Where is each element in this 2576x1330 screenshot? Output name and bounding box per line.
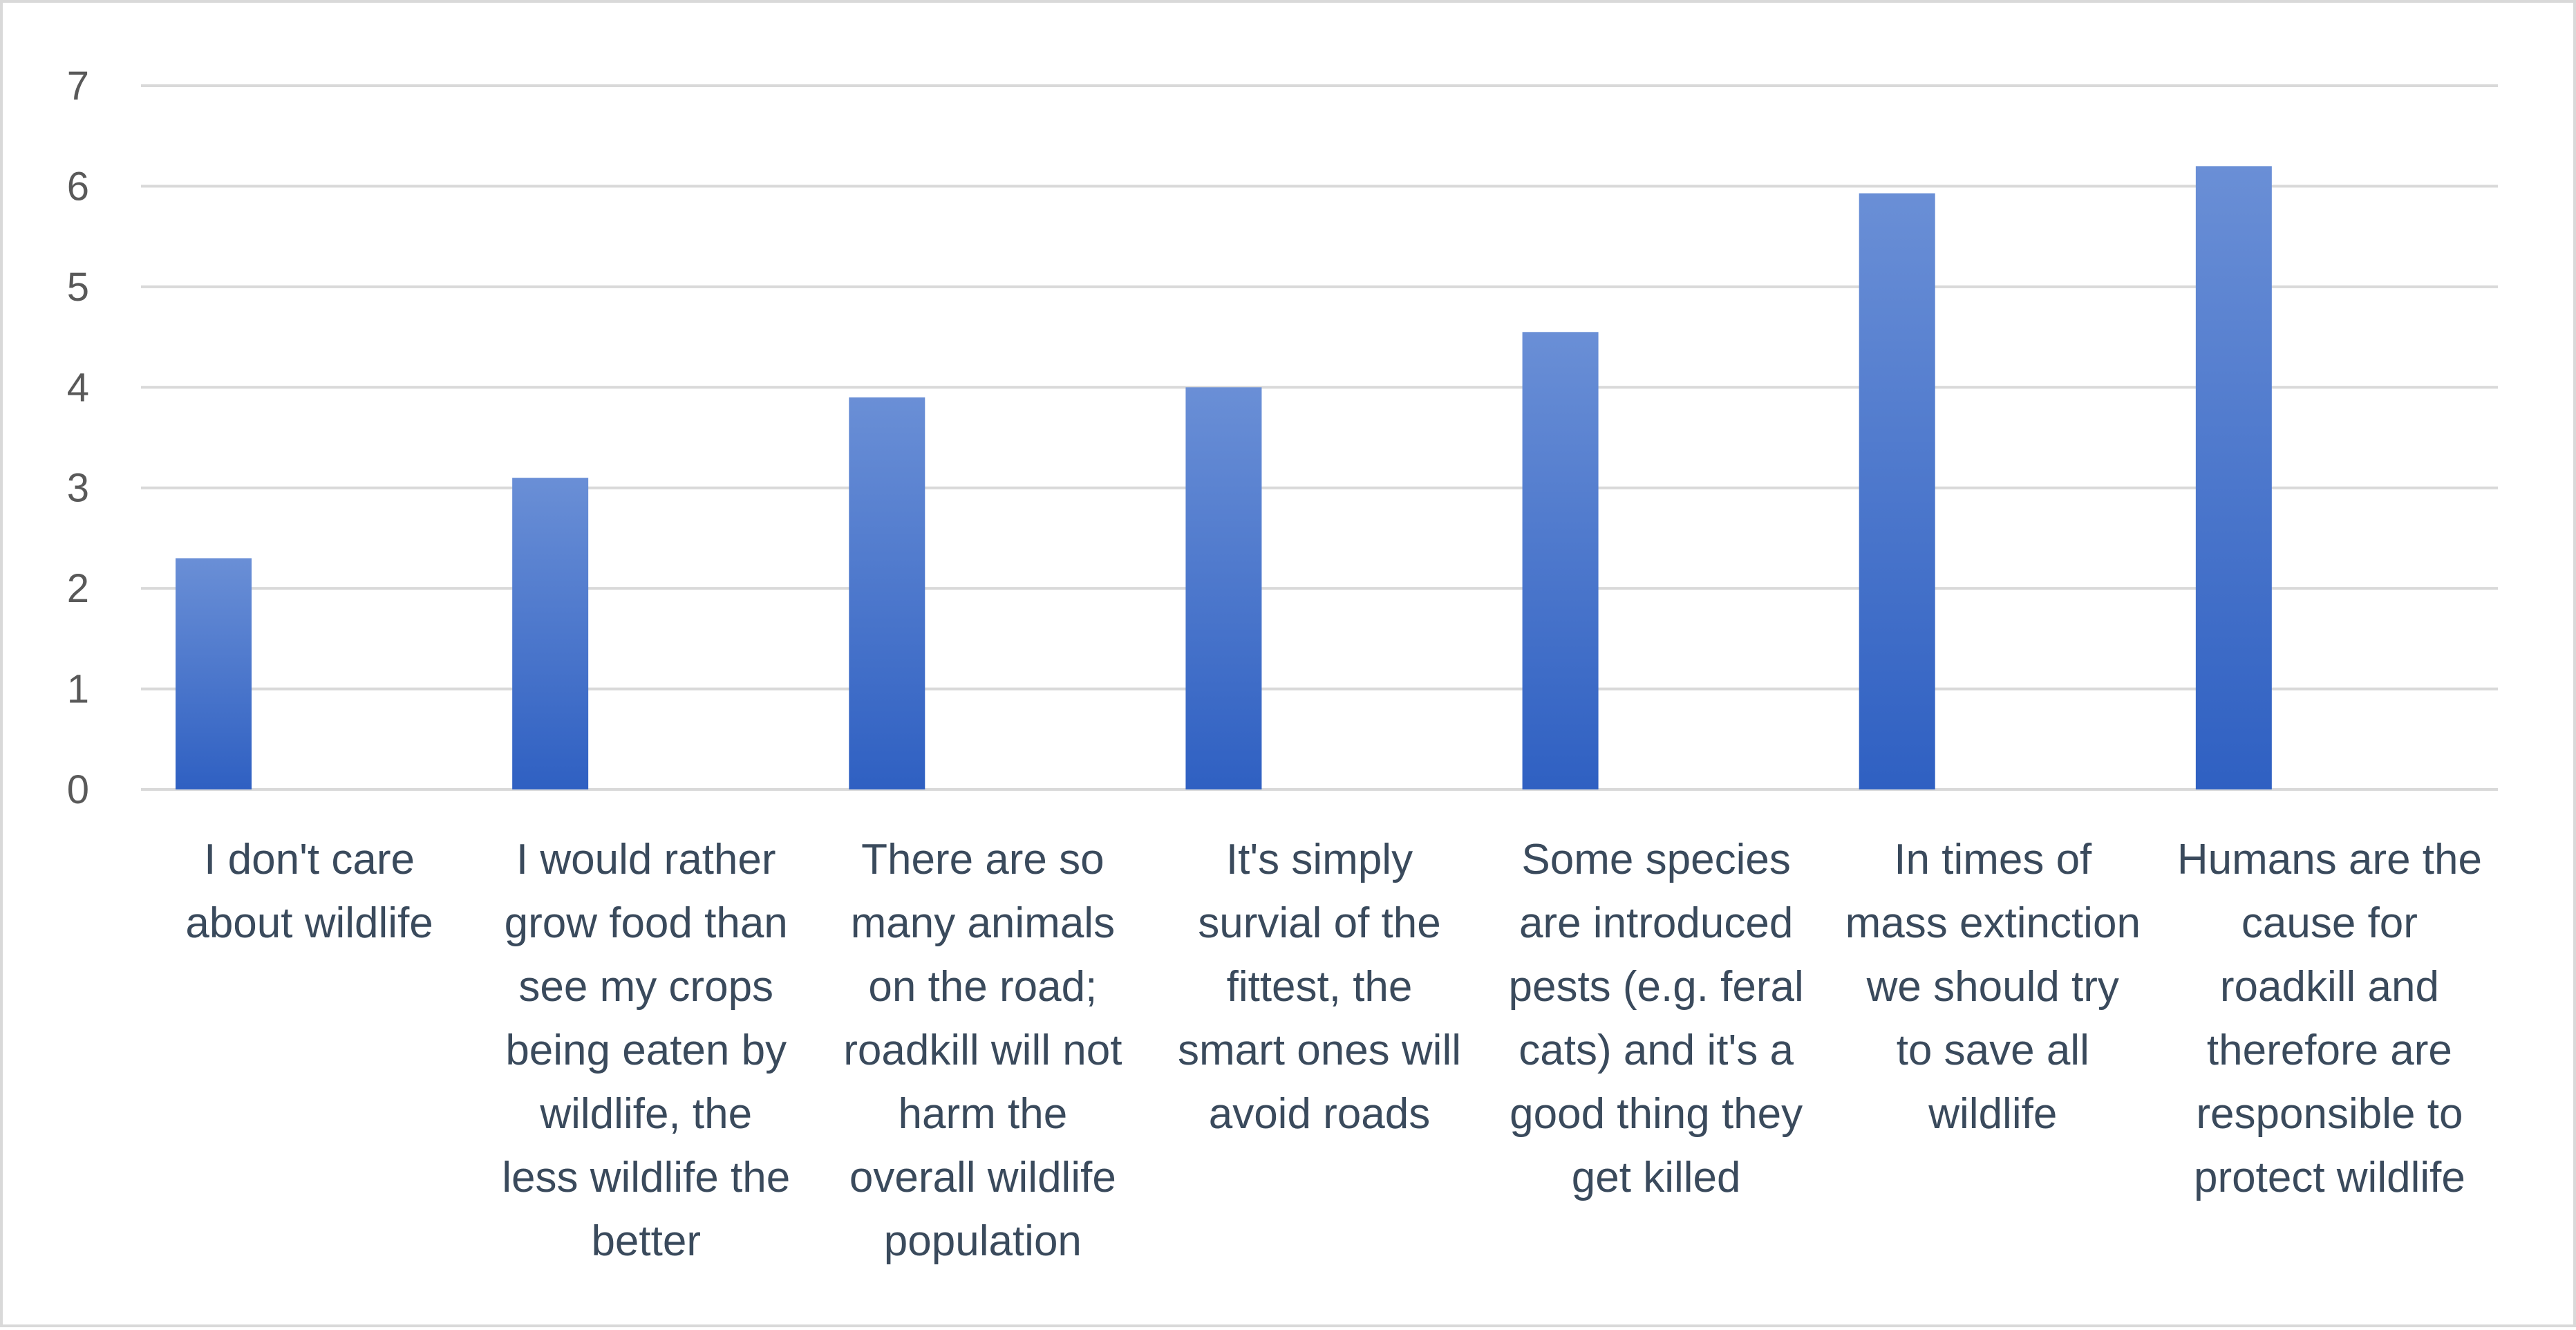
bar-6 [1859, 193, 1935, 789]
y-tick-label: 5 [67, 265, 89, 310]
category-label-line: responsible to [2196, 1090, 2463, 1138]
category-label-line: wildlife [1928, 1090, 2057, 1138]
category-label-line: roadkill and [2220, 963, 2439, 1011]
category-label-line: There are so [861, 836, 1104, 883]
category-label-line: smart ones will [1178, 1027, 1461, 1074]
category-label-line: I don't care [204, 836, 415, 883]
category-label-line: many animals [851, 899, 1115, 947]
category-label-line: population [884, 1217, 1082, 1265]
category-label-line: pests (e.g. feral [1508, 963, 1803, 1011]
category-label-6: In times of mass extinction we should try t… [1845, 836, 2141, 1138]
y-tick-label: 7 [67, 64, 89, 109]
category-label-line: being eaten by [505, 1027, 787, 1074]
category-label-line: see my crops [518, 963, 773, 1011]
bar-3 [849, 397, 925, 789]
bar-1 [176, 558, 252, 789]
bar-7 [2195, 166, 2272, 790]
category-label-line: therefore are [2207, 1027, 2452, 1074]
category-label-5: Some species are introduced pests (e.g. fe… [1508, 836, 1803, 1201]
category-label-line: cause for [2241, 899, 2418, 947]
bar-5 [1522, 332, 1599, 789]
category-label-line: wildlife, the [539, 1090, 752, 1138]
category-label-1: I don't care about wildlife [185, 836, 433, 947]
category-label-line: less wildlife the [502, 1154, 790, 1201]
y-tick-label: 2 [67, 566, 89, 611]
bar-4 [1185, 387, 1262, 789]
category-label-line: we should try [1866, 963, 2119, 1011]
category-label-2: I would rather grow food than see my crops… [502, 836, 790, 1265]
category-label-line: survial of the [1198, 899, 1441, 947]
category-label-line: get killed [1572, 1154, 1741, 1201]
category-label-line: It's simply [1226, 836, 1413, 883]
y-tick-label: 6 [67, 164, 89, 209]
category-label-line: mass extinction [1845, 899, 2141, 947]
category-label-7: Humans are the cause for roadkill and there… [2177, 836, 2482, 1201]
bar-chart: 0 1 2 3 4 5 6 7 I don't care about wildlife I wou… [67, 64, 2498, 1265]
category-label-line: Humans are the [2177, 836, 2482, 883]
category-label-line: fittest, the [1227, 963, 1413, 1011]
gridlines [141, 84, 2498, 791]
y-tick-label: 1 [67, 667, 89, 712]
category-label-line: on the road; [868, 963, 1097, 1011]
category-labels: I don't care about wildlife I would rather… [185, 836, 2482, 1265]
category-label-line: avoid roads [1209, 1090, 1431, 1138]
category-label-line: protect wildlife [2194, 1154, 2465, 1201]
y-axis-ticks: 0 1 2 3 4 5 6 7 [67, 64, 89, 812]
bars [176, 166, 2272, 790]
category-label-line: In times of [1894, 836, 2092, 883]
category-label-line: overall wildlife [849, 1154, 1116, 1201]
y-tick-label: 3 [67, 466, 89, 511]
category-label-line: about wildlife [185, 899, 433, 947]
category-label-line: roadkill will not [843, 1027, 1122, 1074]
category-label-line: better [591, 1217, 701, 1265]
category-label-line: grow food than [505, 899, 788, 947]
bar-2 [512, 478, 589, 789]
y-tick-label: 0 [67, 767, 89, 812]
category-label-line: I would rather [516, 836, 776, 883]
category-label-line: good thing they [1510, 1090, 1803, 1138]
category-label-line: to save all [1897, 1027, 2089, 1074]
category-label-line: are introduced [1519, 899, 1793, 947]
category-label-line: cats) and it's a [1519, 1027, 1794, 1074]
category-label-3: There are so many animals on the road; road… [843, 836, 1122, 1265]
category-label-line: Some species [1521, 836, 1790, 883]
category-label-4: It's simply survial of the fittest, the sma… [1178, 836, 1461, 1138]
y-tick-label: 4 [67, 365, 89, 410]
category-label-line: harm the [899, 1090, 1068, 1138]
